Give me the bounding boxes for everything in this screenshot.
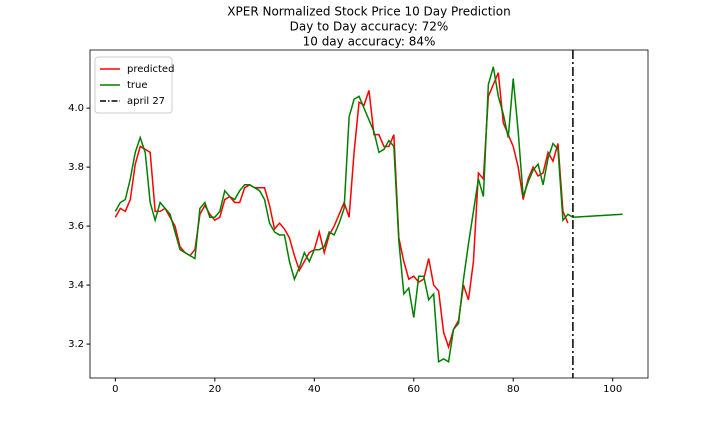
x-tick-label: 100: [603, 384, 622, 395]
legend-label: april 27: [127, 96, 165, 107]
series-line: [114, 66, 623, 364]
y-tick-label: 3.8: [68, 162, 84, 173]
x-tick-label: 40: [308, 384, 321, 395]
x-tick-label: 60: [407, 384, 420, 395]
legend-label: predicted: [127, 64, 174, 75]
legend-label: true: [127, 80, 148, 91]
chart-title: XPER Normalized Stock Price 10 Day Predi…: [227, 5, 510, 19]
chart-subtitle: Day to Day accuracy: 72%: [290, 20, 449, 34]
y-tick-label: 3.4: [68, 280, 84, 291]
x-tick-label: 20: [208, 384, 221, 395]
plot-frame: [89, 49, 649, 379]
y-tick-label: 3.2: [68, 339, 84, 350]
chart-subtitle: 10 day accuracy: 84%: [303, 35, 436, 49]
series-line: [114, 72, 569, 350]
x-tick-label: 0: [112, 384, 118, 395]
legend-box: [94, 56, 173, 114]
y-tick-label: 3.6: [68, 221, 84, 232]
y-tick-label: 4.0: [68, 103, 84, 114]
x-tick-label: 80: [507, 384, 520, 395]
